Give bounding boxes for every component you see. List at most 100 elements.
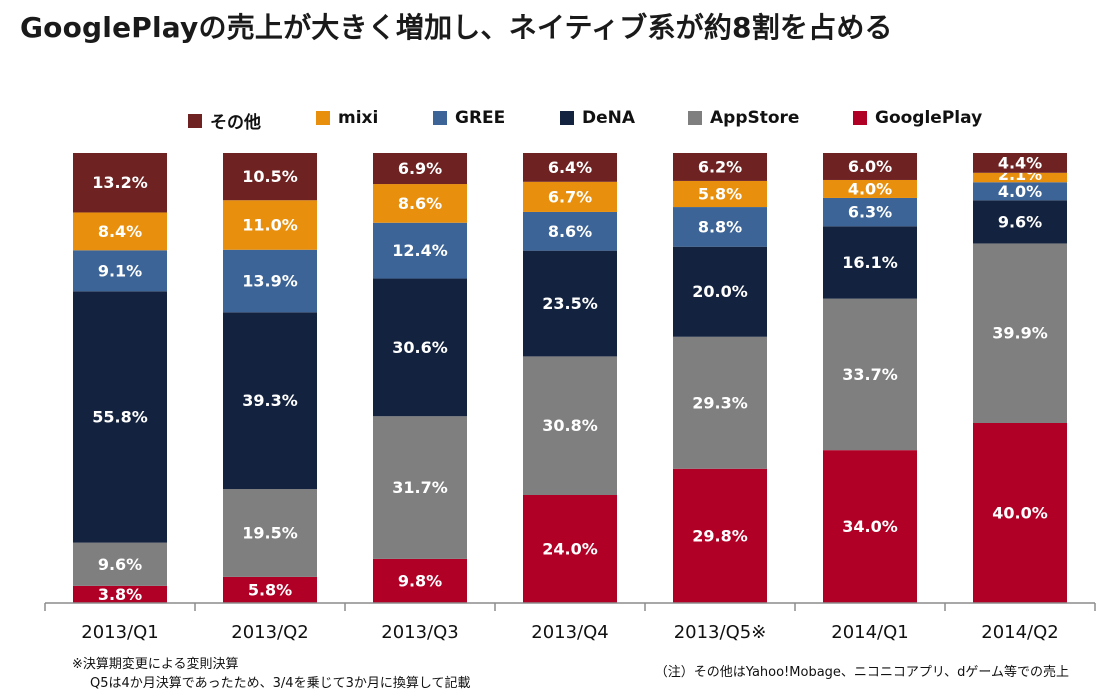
data-label: 8.8% — [698, 217, 742, 236]
data-label: 9.6% — [98, 555, 142, 574]
data-label: 23.5% — [542, 294, 598, 313]
data-label: 13.2% — [92, 173, 148, 192]
legend-item: その他 — [188, 108, 261, 133]
data-label: 6.0% — [848, 157, 892, 176]
data-label: 31.7% — [392, 478, 448, 497]
legend-label: mixi — [338, 108, 379, 128]
x-tick-label: 2013/Q2 — [231, 622, 309, 643]
legend-swatch — [433, 111, 447, 125]
data-label: 39.3% — [242, 391, 298, 410]
bar-segment-mixi-2014/Q2 — [973, 172, 1067, 183]
legend-item: DeNA — [560, 108, 635, 128]
data-label: 30.8% — [542, 416, 598, 435]
data-label: 11.0% — [242, 216, 298, 235]
legend-label: その他 — [210, 113, 261, 133]
data-label: 34.0% — [842, 517, 898, 536]
source-note: （注）その他はYahoo!Mobage、ニコニコアプリ、dゲーム等での売上 — [654, 665, 1069, 680]
data-label: 19.5% — [242, 524, 298, 543]
bar-segment-GooglePlay-2013/Q2 — [223, 576, 317, 603]
data-label: 9.1% — [98, 261, 142, 280]
data-label: 4.4% — [998, 153, 1042, 172]
data-label: 13.9% — [242, 272, 298, 291]
x-tick-label: 2013/Q3 — [381, 622, 459, 643]
bar-segment-GREE-2013/Q4 — [523, 211, 617, 251]
data-label: 5.8% — [698, 184, 742, 203]
legend-swatch — [188, 113, 202, 128]
data-label: 33.7% — [842, 365, 898, 384]
legend-swatch — [688, 111, 702, 125]
bar-segment-mixi-2013/Q3 — [373, 184, 467, 223]
bar-segment-DeNA-2013/Q4 — [523, 250, 617, 357]
data-label: 24.0% — [542, 540, 598, 559]
bar-segment-AppStore-2013/Q2 — [223, 489, 317, 577]
bar-segment-AppStore-2013/Q5※ — [673, 336, 767, 469]
legend-item: GooglePlay — [853, 108, 982, 128]
legend-swatch — [853, 111, 867, 125]
bar-segment-AppStore-2014/Q2 — [973, 243, 1067, 423]
data-label: 9.6% — [998, 212, 1042, 231]
data-label: 55.8% — [92, 407, 148, 426]
x-tick-label: 2014/Q1 — [831, 622, 909, 643]
bar-segment-AppStore-2013/Q4 — [523, 356, 617, 495]
data-label: 8.4% — [98, 222, 142, 241]
bar-segment-GooglePlay-2013/Q1 — [73, 585, 167, 603]
footnote-line-1: ※決算期変更による変則決算 — [72, 657, 239, 672]
bar-segment-その他-2013/Q4 — [523, 153, 617, 182]
bar-segment-DeNA-2013/Q2 — [223, 312, 317, 490]
bar-segment-GREE-2013/Q3 — [373, 222, 467, 279]
bar-segment-GooglePlay-2014/Q1 — [823, 450, 917, 603]
data-label: 6.2% — [698, 157, 742, 176]
data-label: 5.8% — [248, 580, 292, 599]
data-label: 9.8% — [398, 571, 442, 590]
data-label: 6.7% — [548, 187, 592, 206]
bar-segment-mixi-2013/Q1 — [73, 212, 167, 251]
bar-segment-GREE-2014/Q2 — [973, 182, 1067, 201]
bar-segment-DeNA-2013/Q1 — [73, 291, 167, 543]
bar-segment-その他-2013/Q1 — [73, 153, 167, 213]
bar-segment-その他-2014/Q1 — [823, 153, 917, 180]
legend-swatch — [560, 111, 574, 125]
data-label: 4.0% — [848, 179, 892, 198]
bar-segment-mixi-2013/Q4 — [523, 181, 617, 212]
data-label: 16.1% — [842, 253, 898, 272]
bar-segment-AppStore-2013/Q3 — [373, 416, 467, 559]
legend-label: GREE — [455, 108, 506, 128]
bar-segment-GREE-2013/Q1 — [73, 250, 167, 292]
page-title: GooglePlayの売上が大きく増加し、ネイティブ系が約8割を占める — [20, 11, 893, 44]
data-label: 30.6% — [392, 338, 448, 357]
bar-segment-AppStore-2014/Q1 — [823, 298, 917, 451]
chart-legend: その他 mixi GREE DeNA AppStore GooglePlay — [188, 108, 1008, 134]
footnote: ※決算期変更による変則決算 Q5は4か月決算であったため、3/4を乗じて3か月に… — [72, 655, 470, 693]
bar-segment-AppStore-2013/Q1 — [73, 542, 167, 586]
data-label: 29.3% — [692, 393, 748, 412]
bar-segment-DeNA-2014/Q1 — [823, 226, 917, 299]
data-label: 12.4% — [392, 241, 448, 260]
bar-segment-mixi-2013/Q2 — [223, 200, 317, 250]
bar-segment-その他-2014/Q2 — [973, 153, 1067, 173]
bar-segment-mixi-2014/Q1 — [823, 179, 917, 198]
legend-item: mixi — [316, 108, 378, 128]
bar-segment-GooglePlay-2013/Q5※ — [673, 468, 767, 603]
data-label: 6.3% — [848, 203, 892, 222]
data-label: 40.0% — [992, 504, 1048, 523]
bar-segment-DeNA-2014/Q2 — [973, 200, 1067, 244]
bar-segment-GREE-2013/Q2 — [223, 249, 317, 313]
bar-segment-GooglePlay-2013/Q3 — [373, 558, 467, 603]
bar-segment-DeNA-2013/Q5※ — [673, 246, 767, 337]
data-label: 20.0% — [692, 282, 748, 301]
data-label: 8.6% — [398, 194, 442, 213]
bar-segment-GooglePlay-2014/Q2 — [973, 423, 1067, 603]
bar-segment-GREE-2013/Q5※ — [673, 207, 767, 247]
x-tick-label: 2013/Q1 — [81, 622, 159, 643]
x-tick-label: 2013/Q5※ — [674, 622, 767, 643]
bar-segment-その他-2013/Q5※ — [673, 153, 767, 181]
legend-item: AppStore — [688, 108, 799, 128]
legend-item: GREE — [433, 108, 505, 128]
x-tick-label: 2014/Q2 — [981, 622, 1059, 643]
data-label: 6.4% — [548, 158, 592, 177]
bar-segment-DeNA-2013/Q3 — [373, 278, 467, 417]
x-tick-label: 2013/Q4 — [531, 622, 609, 643]
legend-label: DeNA — [582, 108, 636, 128]
data-label: 29.8% — [692, 526, 748, 545]
